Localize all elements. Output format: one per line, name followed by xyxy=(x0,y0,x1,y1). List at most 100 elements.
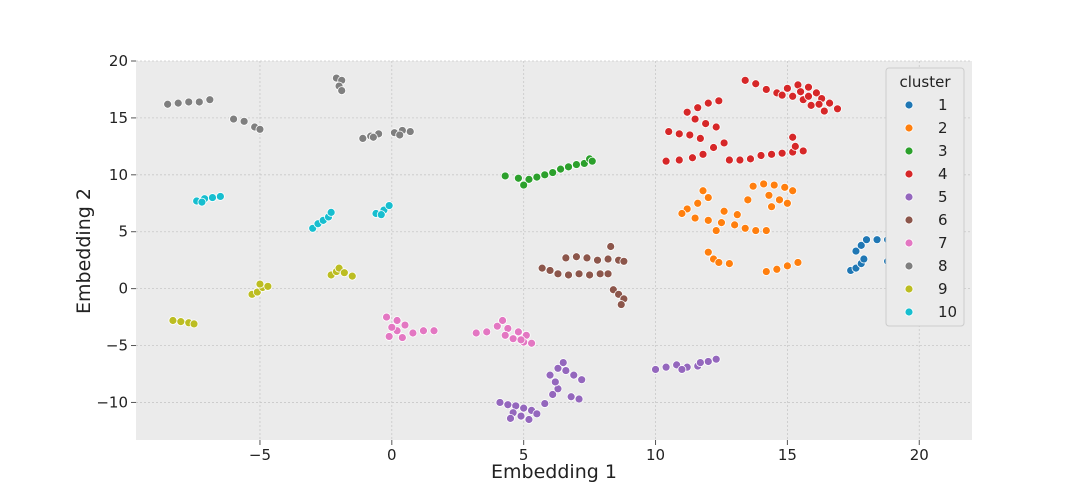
data-point xyxy=(429,326,439,336)
legend-entry-5: 5 xyxy=(904,188,948,206)
data-point xyxy=(572,252,581,262)
y-tick-label: 0 xyxy=(118,280,128,298)
x-tick-label: 5 xyxy=(519,446,529,464)
data-point xyxy=(740,223,750,233)
data-point xyxy=(777,90,787,100)
legend-box xyxy=(885,67,965,327)
data-point xyxy=(524,174,534,184)
data-point xyxy=(796,87,805,97)
data-point xyxy=(782,261,792,271)
data-point xyxy=(674,129,684,139)
data-point xyxy=(524,415,534,424)
data-point xyxy=(761,85,771,94)
data-point xyxy=(229,114,238,124)
data-point xyxy=(759,179,769,189)
data-point xyxy=(790,141,800,151)
data-point xyxy=(748,181,758,191)
data-point xyxy=(606,242,616,251)
data-point xyxy=(239,116,249,126)
data-point xyxy=(593,255,602,265)
data-point xyxy=(572,160,581,169)
legend-marker xyxy=(904,100,914,110)
data-point xyxy=(743,195,753,205)
data-point xyxy=(788,91,798,101)
data-point xyxy=(751,79,761,89)
data-point xyxy=(619,256,629,266)
x-tick-label: 0 xyxy=(387,446,397,464)
series-cluster-9 xyxy=(168,263,357,329)
data-point xyxy=(516,335,526,345)
data-point xyxy=(688,153,697,163)
data-point xyxy=(550,377,560,387)
data-point xyxy=(862,235,871,245)
data-point xyxy=(806,100,816,110)
data-point xyxy=(701,119,711,128)
data-point xyxy=(326,207,336,217)
data-point xyxy=(711,226,721,235)
data-point xyxy=(587,156,597,166)
y-axis-ticks: −10 −5 0 5 10 15 20 xyxy=(96,52,136,411)
data-point xyxy=(709,143,718,152)
data-point xyxy=(376,210,386,220)
data-point xyxy=(548,168,558,177)
data-point xyxy=(508,334,518,344)
legend-entry-10: 10 xyxy=(904,303,957,321)
legend-label: 8 xyxy=(938,257,948,275)
data-point xyxy=(208,193,217,202)
data-point xyxy=(184,97,194,107)
legend-marker xyxy=(904,307,914,317)
data-point xyxy=(553,363,563,373)
data-point xyxy=(780,182,790,192)
data-point xyxy=(405,127,415,136)
y-tick-label: 10 xyxy=(109,166,128,184)
data-point xyxy=(595,269,605,279)
data-point xyxy=(513,173,523,183)
data-point xyxy=(368,132,378,142)
data-point xyxy=(255,279,265,289)
data-point xyxy=(537,263,547,273)
data-point xyxy=(735,155,745,165)
data-point xyxy=(540,399,550,408)
data-point xyxy=(703,193,713,202)
series-cluster-2 xyxy=(677,179,803,276)
legend-marker xyxy=(904,146,914,156)
data-point xyxy=(384,201,394,210)
data-point xyxy=(703,247,713,257)
legend-label: 1 xyxy=(938,96,948,114)
data-point xyxy=(661,156,671,166)
data-point xyxy=(532,172,542,182)
data-point xyxy=(574,394,584,404)
data-point xyxy=(690,213,700,223)
data-point xyxy=(677,365,687,374)
x-axis-ticks: −5 0 5 10 15 20 xyxy=(249,440,929,464)
data-point xyxy=(695,358,705,368)
legend-entry-9: 9 xyxy=(904,280,948,298)
data-point xyxy=(408,328,418,338)
data-point xyxy=(519,180,529,190)
y-tick-label: −10 xyxy=(96,393,128,411)
data-point xyxy=(719,206,729,216)
data-point xyxy=(574,269,584,279)
data-point xyxy=(189,319,199,329)
data-point xyxy=(693,198,703,208)
data-point xyxy=(558,358,568,368)
data-point xyxy=(682,107,692,117)
data-point xyxy=(603,254,613,264)
data-point xyxy=(168,316,178,325)
data-point xyxy=(772,264,782,274)
legend-entry-7: 7 xyxy=(904,234,948,252)
data-point xyxy=(732,210,742,220)
data-point xyxy=(661,362,671,372)
data-point xyxy=(761,267,771,276)
data-point xyxy=(714,96,724,106)
x-tick-label: −5 xyxy=(249,446,271,464)
data-point xyxy=(651,365,660,374)
x-tick-label: 20 xyxy=(910,446,929,464)
data-point xyxy=(719,138,729,148)
legend-label: 2 xyxy=(938,119,948,137)
legend-marker xyxy=(904,284,914,294)
legend-entry-2: 2 xyxy=(904,119,948,137)
data-point xyxy=(532,409,542,419)
data-point xyxy=(553,269,563,279)
data-point xyxy=(397,333,407,342)
